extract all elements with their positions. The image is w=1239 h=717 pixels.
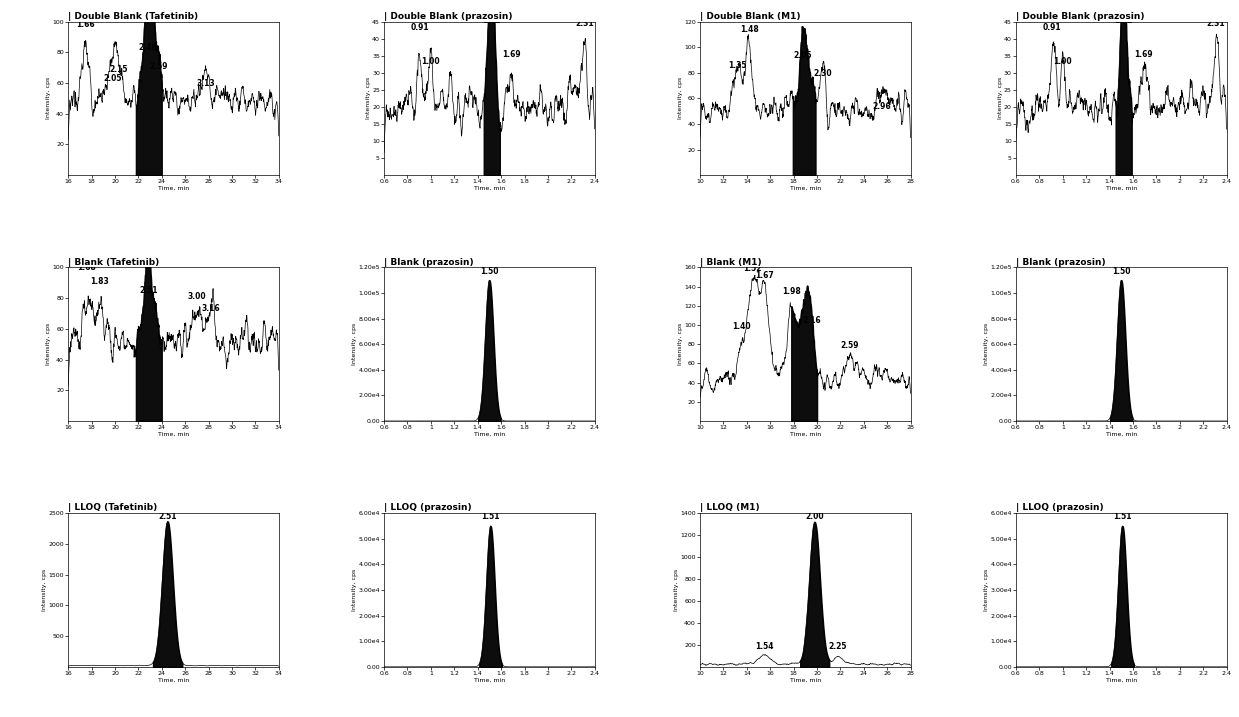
Text: 2.05: 2.05 xyxy=(103,74,121,83)
Text: 2.05: 2.05 xyxy=(794,51,813,60)
Text: 1.69: 1.69 xyxy=(502,50,520,59)
Text: 1.50: 1.50 xyxy=(481,267,498,276)
Text: 1.00: 1.00 xyxy=(1053,57,1072,66)
Text: 0.91: 0.91 xyxy=(1043,23,1062,32)
Y-axis label: Intensity, cps: Intensity, cps xyxy=(42,569,47,611)
Text: 1.67: 1.67 xyxy=(755,271,774,280)
X-axis label: Time, min: Time, min xyxy=(789,432,821,437)
Text: | LLOQ (prazosin): | LLOQ (prazosin) xyxy=(1016,503,1104,513)
Text: 2.25: 2.25 xyxy=(829,642,847,651)
Text: 3.00: 3.00 xyxy=(187,292,206,301)
Y-axis label: Intensity, cps: Intensity, cps xyxy=(674,569,679,611)
Text: 2.15: 2.15 xyxy=(109,65,128,74)
X-axis label: Time, min: Time, min xyxy=(789,678,821,683)
Text: 1.54: 1.54 xyxy=(755,642,773,651)
Text: 1.52: 1.52 xyxy=(743,264,762,273)
Text: 1.40: 1.40 xyxy=(732,322,751,331)
Text: | LLOQ (Tafetinib): | LLOQ (Tafetinib) xyxy=(68,503,157,513)
X-axis label: Time, min: Time, min xyxy=(473,186,506,191)
Text: 0.91: 0.91 xyxy=(411,23,430,32)
Text: 1.52: 1.52 xyxy=(482,16,501,25)
Text: 2.48: 2.48 xyxy=(139,43,157,52)
Text: 2.96: 2.96 xyxy=(872,102,891,111)
Text: 2.16: 2.16 xyxy=(802,316,820,325)
X-axis label: Time, min: Time, min xyxy=(157,678,190,683)
Y-axis label: Intensity, cps: Intensity, cps xyxy=(46,323,51,365)
Text: 3.13: 3.13 xyxy=(197,79,216,87)
Text: | LLOQ (M1): | LLOQ (M1) xyxy=(700,503,760,513)
Text: 1.48: 1.48 xyxy=(740,25,758,34)
Text: | LLOQ (prazosin): | LLOQ (prazosin) xyxy=(384,503,472,513)
Text: 1.00: 1.00 xyxy=(421,57,440,66)
Text: 2.51: 2.51 xyxy=(159,511,177,521)
Y-axis label: Intensity, cps: Intensity, cps xyxy=(984,569,989,611)
Text: 1.52: 1.52 xyxy=(1114,16,1132,25)
Y-axis label: Intensity, cps: Intensity, cps xyxy=(997,77,1002,120)
Text: | Double Blank (prazosin): | Double Blank (prazosin) xyxy=(1016,11,1145,21)
X-axis label: Time, min: Time, min xyxy=(157,432,190,437)
Text: 1.98: 1.98 xyxy=(782,287,800,296)
Text: 1.35: 1.35 xyxy=(729,61,747,70)
Text: 2.51: 2.51 xyxy=(140,286,159,295)
X-axis label: Time, min: Time, min xyxy=(157,186,190,191)
Y-axis label: Intensity, cps: Intensity, cps xyxy=(678,77,683,120)
Text: 2.59: 2.59 xyxy=(840,341,859,350)
Y-axis label: Intensity, cps: Intensity, cps xyxy=(352,323,357,365)
Text: 2.30: 2.30 xyxy=(814,69,833,78)
Y-axis label: Intensity, cps: Intensity, cps xyxy=(678,323,683,365)
Y-axis label: Intensity, cps: Intensity, cps xyxy=(46,77,51,120)
Y-axis label: Intensity, cps: Intensity, cps xyxy=(366,77,370,120)
X-axis label: Time, min: Time, min xyxy=(789,186,821,191)
Text: 1.50: 1.50 xyxy=(1113,267,1130,276)
Text: 1.83: 1.83 xyxy=(90,277,109,286)
Text: 2.00: 2.00 xyxy=(805,512,824,521)
Text: | Double Blank (M1): | Double Blank (M1) xyxy=(700,11,800,21)
Text: 1.51: 1.51 xyxy=(1113,512,1131,521)
X-axis label: Time, min: Time, min xyxy=(1105,678,1137,683)
Text: 1.69: 1.69 xyxy=(1134,50,1152,59)
X-axis label: Time, min: Time, min xyxy=(473,432,506,437)
Text: 3.16: 3.16 xyxy=(202,305,221,313)
Text: | Blank (prazosin): | Blank (prazosin) xyxy=(1016,257,1105,267)
Text: 2.59: 2.59 xyxy=(149,62,167,71)
Text: 2.31: 2.31 xyxy=(1207,19,1225,29)
Text: 1.66: 1.66 xyxy=(77,20,95,29)
Text: | Blank (prazosin): | Blank (prazosin) xyxy=(384,257,473,267)
Y-axis label: Intensity, cps: Intensity, cps xyxy=(984,323,989,365)
Text: | Blank (M1): | Blank (M1) xyxy=(700,257,762,267)
Text: | Double Blank (prazosin): | Double Blank (prazosin) xyxy=(384,11,513,21)
X-axis label: Time, min: Time, min xyxy=(473,678,506,683)
Text: 2.31: 2.31 xyxy=(575,19,593,29)
Text: | Double Blank (Tafetinib): | Double Blank (Tafetinib) xyxy=(68,11,198,21)
Text: | Blank (Tafetinib): | Blank (Tafetinib) xyxy=(68,257,160,267)
X-axis label: Time, min: Time, min xyxy=(1105,432,1137,437)
X-axis label: Time, min: Time, min xyxy=(1105,186,1137,191)
Text: 1.68: 1.68 xyxy=(78,263,97,272)
Y-axis label: Intensity, cps: Intensity, cps xyxy=(352,569,357,611)
Text: 1.51: 1.51 xyxy=(481,512,499,521)
